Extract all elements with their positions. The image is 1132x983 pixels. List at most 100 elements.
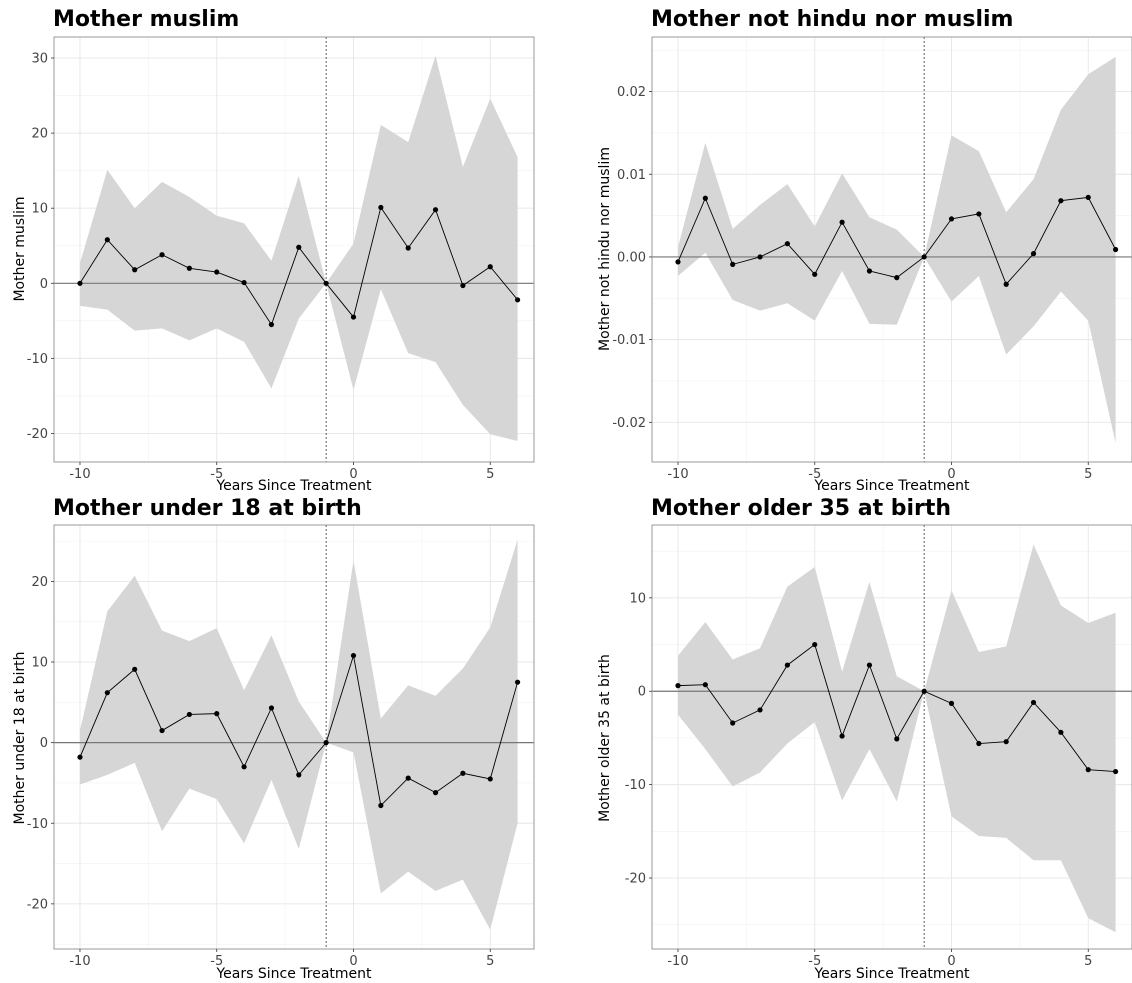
data-point — [757, 707, 763, 713]
data-point — [514, 679, 521, 685]
data-point — [214, 269, 220, 275]
x-tick-label: -10 — [667, 954, 688, 969]
data-point — [730, 720, 736, 726]
y-tick-label: 20 — [31, 575, 48, 590]
data-point — [1003, 739, 1009, 745]
data-point — [894, 275, 900, 281]
data-point — [1030, 251, 1037, 257]
data-point — [487, 264, 493, 270]
chart-plot: -10 -5 0 5 -20 -10 0 10 20 Years Since Treatment M… — [12, 524, 535, 982]
data-point — [405, 775, 411, 781]
data-point — [784, 241, 790, 247]
y-tick-label: 0.02 — [617, 85, 646, 100]
x-axis-title: Years Since Treatment — [215, 966, 372, 982]
x-tick-label: -5 — [210, 467, 223, 482]
data-point — [460, 770, 466, 776]
plot-border — [651, 36, 1132, 463]
y-tick-label: 0.00 — [617, 250, 646, 265]
y-tick-label: -20 — [27, 427, 48, 442]
x-tick-label: -10 — [69, 954, 90, 969]
y-tick-label: 20 — [31, 127, 48, 142]
x-tick-label: 5 — [1084, 954, 1092, 969]
y-axis-title: Mother not hindu nor muslim — [597, 147, 613, 351]
data-point — [976, 211, 982, 217]
confidence-band — [677, 56, 1116, 443]
y-tick-label: -20 — [27, 897, 48, 912]
data-point — [159, 252, 165, 258]
x-tick-label: 5 — [486, 467, 494, 482]
data-point — [77, 754, 83, 760]
data-point — [378, 802, 384, 809]
x-tick-label: 5 — [486, 954, 494, 969]
data-point — [132, 267, 138, 273]
y-tick-label: 30 — [31, 52, 48, 67]
x-tick-label: -10 — [69, 467, 90, 482]
plot-border — [53, 524, 535, 950]
plot-border — [651, 524, 1132, 950]
x-axis-title: Years Since Treatment — [813, 478, 970, 494]
data-point — [296, 244, 302, 250]
y-tick-label: -10 — [27, 817, 48, 832]
chart-panel-mother-under-18-at-birth: Mother under 18 at birth -10 -5 0 5 -20 -10 0 1… — [0, 492, 566, 983]
data-point — [921, 254, 927, 260]
y-tick-label: -10 — [625, 778, 646, 793]
y-tick-label: 0 — [638, 685, 646, 700]
data-point — [948, 700, 955, 706]
data-point — [675, 259, 681, 265]
confidence-band — [79, 539, 518, 930]
data-point — [675, 683, 681, 689]
data-point — [839, 733, 845, 739]
y-tick-label: 0.01 — [617, 168, 646, 183]
data-point — [784, 662, 790, 668]
x-tick-label: 0 — [947, 954, 955, 969]
y-axis-title: Mother under 18 at birth — [12, 652, 28, 825]
data-point — [702, 682, 708, 688]
data-point — [1030, 699, 1037, 706]
x-tick-label: -5 — [808, 954, 821, 969]
x-tick-label: -10 — [667, 467, 688, 482]
chart-plot: -10 -5 0 5 -20 -10 0 10 20 30 Years Since Treatmen… — [12, 36, 535, 494]
data-point — [460, 282, 466, 289]
y-tick-label: 10 — [31, 202, 48, 217]
data-point — [432, 207, 439, 213]
chart-title: Mother older 35 at birth — [651, 496, 952, 521]
chart-panel-mother-muslim: Mother muslim -10 -5 0 5 -20 -10 0 10 20 30 Years … — [0, 0, 566, 494]
data-point — [159, 727, 165, 734]
y-tick-label: -0.01 — [612, 333, 646, 348]
data-point — [241, 764, 247, 770]
y-tick-label: -10 — [27, 352, 48, 367]
data-point — [268, 705, 275, 711]
data-point — [77, 280, 83, 286]
data-point — [839, 219, 845, 225]
data-point — [1003, 281, 1009, 287]
x-tick-label: 0 — [349, 467, 357, 482]
data-point — [268, 321, 275, 328]
data-point — [241, 279, 247, 286]
data-point — [976, 740, 982, 747]
data-point — [405, 245, 411, 251]
data-point — [132, 666, 138, 672]
data-point — [323, 740, 329, 746]
chart-panel-mother-older-35-at-birth: Mother older 35 at birth -10 -5 0 5 -20 -10 0 1… — [566, 492, 1132, 983]
data-point — [432, 790, 439, 796]
data-point — [1112, 246, 1119, 253]
data-point — [812, 641, 818, 648]
data-point — [296, 772, 302, 778]
data-point — [812, 271, 818, 277]
y-tick-label: 0 — [40, 736, 48, 751]
y-axis-title: Mother older 35 at birth — [597, 654, 613, 822]
data-point — [1085, 194, 1091, 201]
x-axis-title: Years Since Treatment — [813, 966, 970, 982]
y-tick-label: 10 — [629, 591, 646, 606]
y-tick-label: -0.02 — [612, 416, 646, 431]
y-tick-label: 10 — [31, 656, 48, 671]
data-point — [730, 261, 736, 267]
data-point — [894, 736, 900, 742]
x-tick-label: 0 — [947, 467, 955, 482]
y-tick-label: 0 — [40, 277, 48, 292]
data-point — [948, 216, 955, 222]
data-point — [487, 776, 493, 782]
chart-title: Mother muslim — [53, 7, 240, 32]
data-point — [1085, 767, 1091, 773]
x-tick-label: -5 — [210, 954, 223, 969]
